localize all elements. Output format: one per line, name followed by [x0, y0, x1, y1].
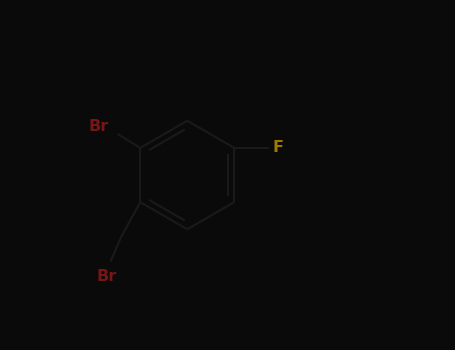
Text: F: F	[273, 140, 284, 155]
Text: Br: Br	[89, 119, 109, 134]
Text: Br: Br	[97, 269, 117, 284]
